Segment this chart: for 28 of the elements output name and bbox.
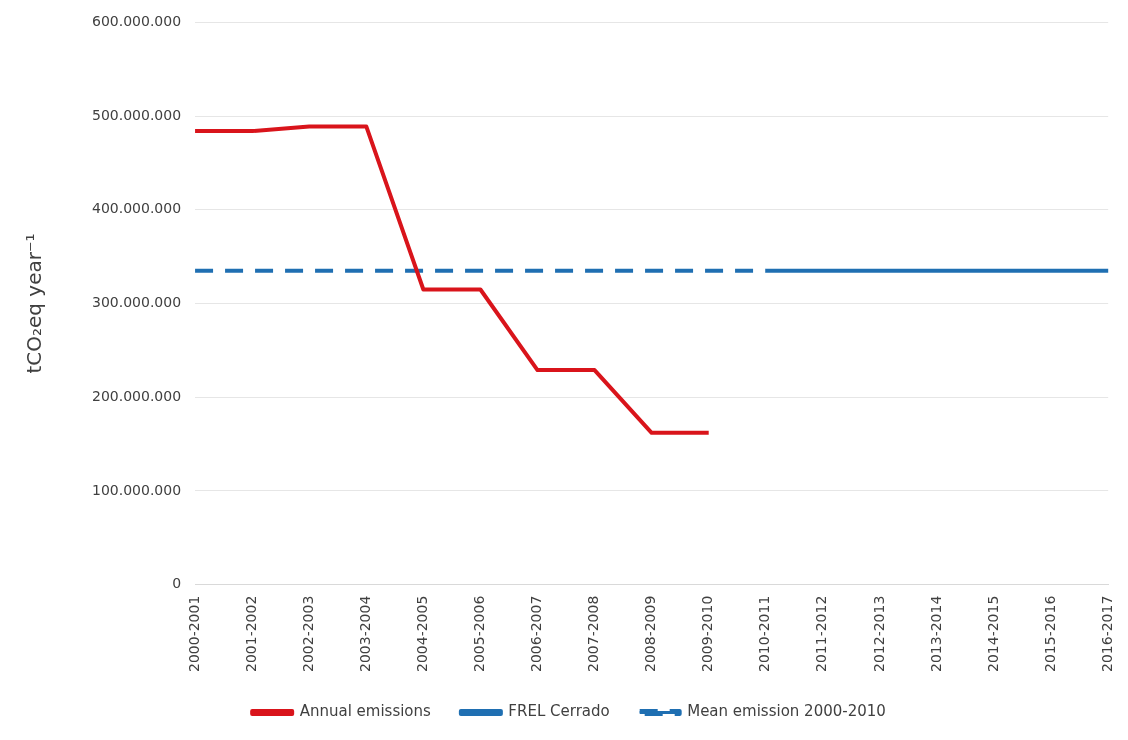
legend-label: FREL Cerrado (508, 702, 610, 721)
x-tick-label: 2012-2013 (870, 595, 887, 672)
y-tick-label: 500.000.000 (91, 106, 182, 123)
x-tick-label: 2015-2016 (1041, 595, 1058, 672)
x-tick-label: 2007-2008 (585, 595, 602, 672)
y-tick-label: 600.000.000 (91, 13, 182, 30)
y-tick-label: 200.000.000 (91, 387, 182, 404)
x-tick-label: 2008-2009 (642, 595, 659, 672)
x-tick-label: 2014-2015 (984, 595, 1001, 672)
x-tick-label: 2013-2014 (927, 595, 944, 672)
y-axis-title: tCO₂eq year⁻¹ (22, 233, 47, 374)
y-tick-label: 0 (172, 575, 182, 592)
x-tick-label: 2009-2010 (699, 595, 716, 672)
x-tick-label: 2003-2004 (356, 595, 373, 672)
y-tick-label: 300.000.000 (91, 294, 182, 311)
x-tick-label: 2005-2006 (471, 595, 488, 672)
legend-label: Mean emission 2000-2010 (687, 702, 886, 721)
y-tick-label: 100.000.000 (91, 481, 182, 498)
x-tick-label: 2011-2012 (813, 595, 830, 672)
x-tick-label: 2000-2001 (185, 595, 202, 672)
x-tick-label: 2006-2007 (528, 595, 545, 672)
legend-label: Annual emissions (299, 702, 432, 721)
x-tick-label: 2002-2003 (299, 595, 316, 672)
x-tick-label: 2016-2017 (1098, 595, 1115, 672)
x-tick-label: 2004-2005 (413, 595, 430, 672)
y-tick-label: 400.000.000 (91, 200, 182, 217)
x-tick-label: 2010-2011 (756, 595, 773, 672)
x-tick-label: 2001-2002 (242, 595, 259, 672)
